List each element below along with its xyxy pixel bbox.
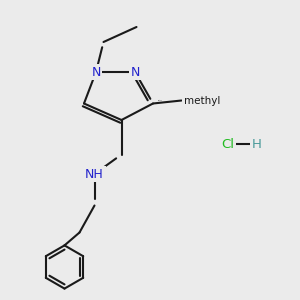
Text: NH: NH xyxy=(85,167,104,181)
Text: methyl: methyl xyxy=(184,95,220,106)
Text: Cl: Cl xyxy=(221,137,235,151)
Text: methyl: methyl xyxy=(158,100,162,101)
Text: N: N xyxy=(91,65,101,79)
Text: H: H xyxy=(252,137,261,151)
Text: N: N xyxy=(130,65,140,79)
